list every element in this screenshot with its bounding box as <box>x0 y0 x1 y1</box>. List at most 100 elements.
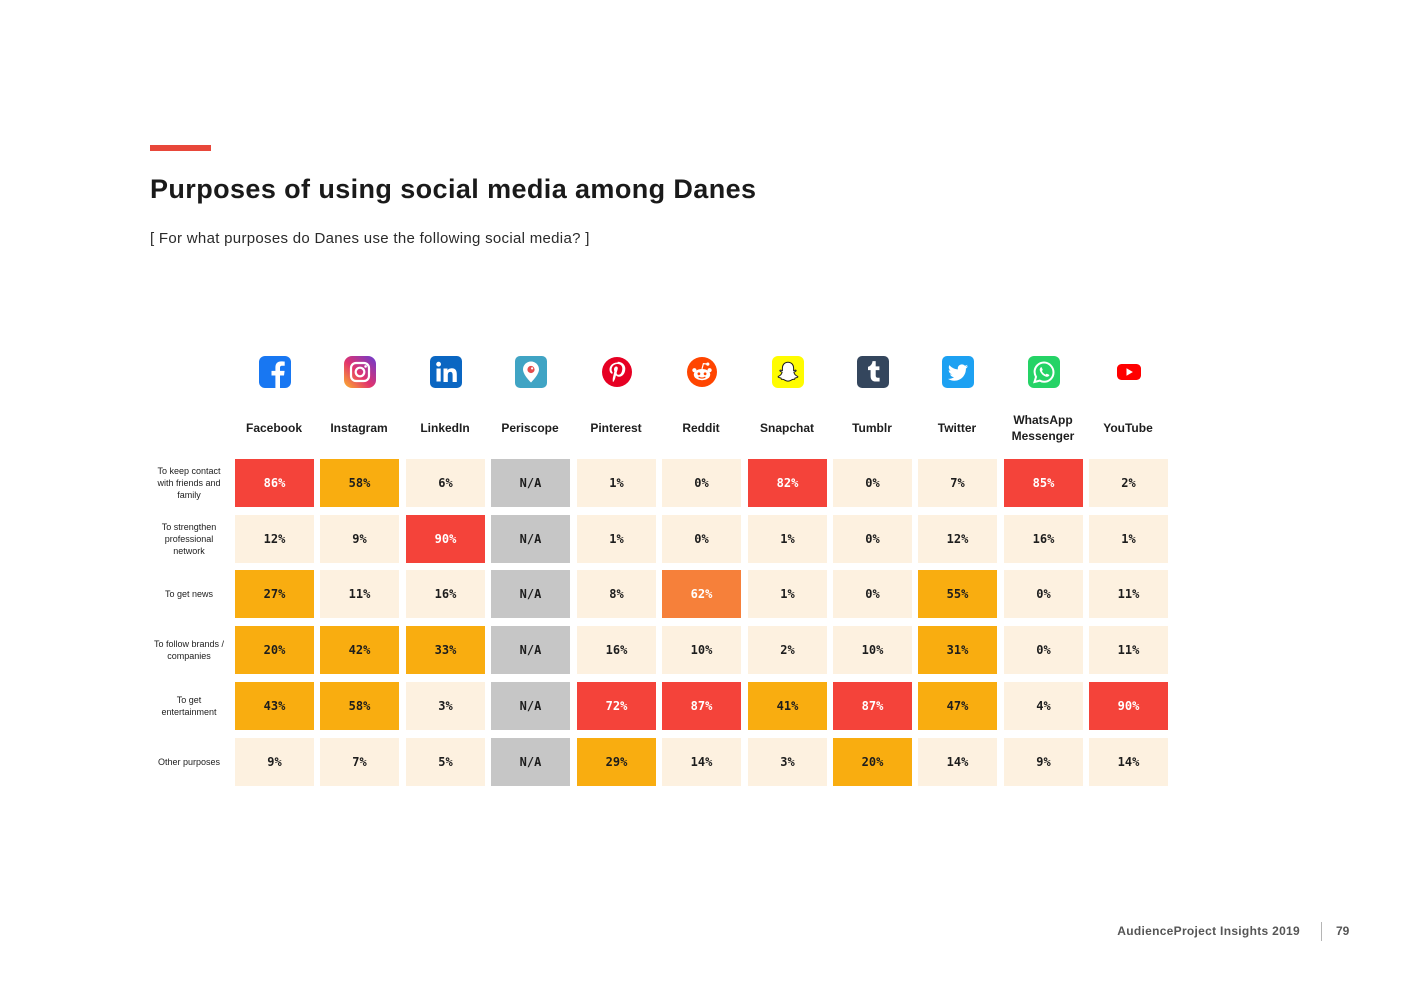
title-accent-bar <box>150 145 211 151</box>
heatmap-cell: 0% <box>833 570 912 618</box>
youtube-icon <box>1113 356 1145 388</box>
heatmap-cell: 20% <box>235 626 314 674</box>
heatmap-cell: 4% <box>1004 682 1083 730</box>
facebook-icon <box>259 356 291 388</box>
heatmap-cell: 2% <box>748 626 827 674</box>
heatmap-cell: 11% <box>1089 626 1168 674</box>
column-header-reddit: Reddit <box>682 421 720 435</box>
heatmap-cell: 82% <box>748 459 827 507</box>
heatmap-cell: 1% <box>748 570 827 618</box>
linkedin-icon <box>430 356 462 388</box>
heatmap-cell: N/A <box>491 515 570 563</box>
heatmap-cell: 87% <box>662 682 741 730</box>
heatmap-cell: 20% <box>833 738 912 786</box>
heatmap-cell: 9% <box>235 738 314 786</box>
heatmap-cell: 55% <box>918 570 997 618</box>
heatmap-cell: 87% <box>833 682 912 730</box>
column-header-tumblr: Tumblr <box>852 421 892 435</box>
heatmap-cell: 86% <box>235 459 314 507</box>
heatmap-cell: 27% <box>235 570 314 618</box>
heatmap-cell: 29% <box>577 738 656 786</box>
tumblr-icon <box>857 356 889 388</box>
page-subtitle: [ For what purposes do Danes use the fol… <box>150 230 590 247</box>
footer-source: AudienceProject Insights 2019 <box>1117 924 1300 938</box>
heatmap-cell: 14% <box>1089 738 1168 786</box>
heatmap-cell: 10% <box>662 626 741 674</box>
heatmap-cell: 31% <box>918 626 997 674</box>
column-header-youtube: YouTube <box>1103 421 1153 435</box>
heatmap-cell: 6% <box>406 459 485 507</box>
heatmap-cell: N/A <box>491 682 570 730</box>
heatmap-cell: 0% <box>662 459 741 507</box>
heatmap-cell: 1% <box>748 515 827 563</box>
heatmap-cell: 42% <box>320 626 399 674</box>
heatmap-cell: 43% <box>235 682 314 730</box>
footer-divider <box>1321 922 1322 941</box>
heatmap-cell: 2% <box>1089 459 1168 507</box>
heatmap-cell: 85% <box>1004 459 1083 507</box>
heatmap-cell: 10% <box>833 626 912 674</box>
column-header-pinterest: Pinterest <box>590 421 642 435</box>
snapchat-icon <box>772 356 804 388</box>
column-header-whatsapp-messenger: WhatsApp Messenger <box>1011 413 1075 443</box>
heatmap-cell: 0% <box>1004 570 1083 618</box>
heatmap-cell: 16% <box>577 626 656 674</box>
twitter-icon <box>942 356 974 388</box>
heatmap-cell: 16% <box>1004 515 1083 563</box>
column-header-twitter: Twitter <box>937 421 977 435</box>
heatmap-cell: 12% <box>235 515 314 563</box>
heatmap-cell: N/A <box>491 738 570 786</box>
periscope-icon <box>515 356 547 388</box>
heatmap-cell: 33% <box>406 626 485 674</box>
heatmap-cell: 14% <box>662 738 741 786</box>
column-header-facebook: Facebook <box>245 421 302 435</box>
heatmap-cell: 8% <box>577 570 656 618</box>
row-label-4: To follow brands / companies <box>153 639 225 661</box>
heatmap-cell: 3% <box>406 682 485 730</box>
heatmap-cell: 1% <box>1089 515 1168 563</box>
heatmap-cell: 62% <box>662 570 741 618</box>
heatmap-cell: 9% <box>320 515 399 563</box>
heatmap-cell: 0% <box>1004 626 1083 674</box>
whatsapp-icon <box>1028 356 1060 388</box>
row-label-1: To keep contact with friends and family <box>157 466 221 500</box>
heatmap-cell: 9% <box>1004 738 1083 786</box>
heatmap-cell: 0% <box>662 515 741 563</box>
heatmap-cell: 90% <box>1089 682 1168 730</box>
heatmap-cell: 16% <box>406 570 485 618</box>
pinterest-icon <box>601 356 633 388</box>
column-header-instagram: Instagram <box>330 421 388 435</box>
heatmap-cell: 11% <box>1089 570 1168 618</box>
instagram-icon <box>344 356 376 388</box>
heatmap-cell: 11% <box>320 570 399 618</box>
column-header-snapchat: Snapchat <box>759 421 814 435</box>
heatmap-cell: 14% <box>918 738 997 786</box>
column-header-periscope: Periscope <box>501 421 559 435</box>
row-label-2: To strengthen professional network <box>161 522 217 556</box>
row-label-5: To get entertainment <box>161 695 217 717</box>
heatmap-cell: 1% <box>577 515 656 563</box>
heatmap-cell: 1% <box>577 459 656 507</box>
row-label-6: Other purposes <box>157 757 221 767</box>
row-label-3: To get news <box>164 589 214 599</box>
heatmap-cell: 7% <box>918 459 997 507</box>
heatmap-cell: 5% <box>406 738 485 786</box>
heatmap-cell: 58% <box>320 682 399 730</box>
heatmap-cell: 58% <box>320 459 399 507</box>
page-number: 79 <box>1336 924 1350 938</box>
heatmap-cell: 7% <box>320 738 399 786</box>
heatmap-cell: N/A <box>491 459 570 507</box>
column-header-linkedin: LinkedIn <box>420 421 470 435</box>
heatmap-cell: 72% <box>577 682 656 730</box>
heatmap-cell: 12% <box>918 515 997 563</box>
heatmap-cell: 41% <box>748 682 827 730</box>
heatmap-cell: 0% <box>833 459 912 507</box>
heatmap-cell: N/A <box>491 570 570 618</box>
heatmap-cell: N/A <box>491 626 570 674</box>
heatmap-cell: 90% <box>406 515 485 563</box>
heatmap-cell: 0% <box>833 515 912 563</box>
heatmap-cell: 3% <box>748 738 827 786</box>
heatmap-cell: 47% <box>918 682 997 730</box>
page-title: Purposes of using social media among Dan… <box>150 174 757 204</box>
reddit-icon <box>686 356 718 388</box>
